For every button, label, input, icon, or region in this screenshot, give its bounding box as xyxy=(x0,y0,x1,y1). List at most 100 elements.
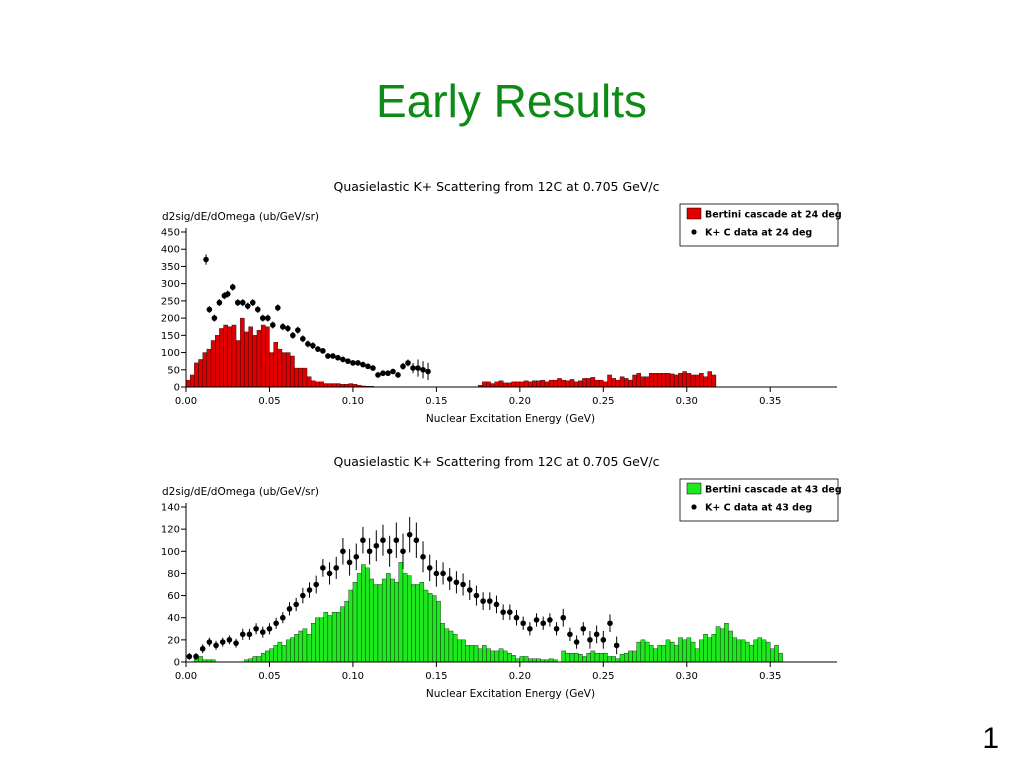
histogram-bar xyxy=(381,578,387,663)
histogram-bar xyxy=(711,634,717,663)
histogram-bar xyxy=(678,637,683,663)
data-point xyxy=(216,299,223,306)
histogram-series xyxy=(194,562,783,663)
histogram-bar xyxy=(210,340,216,388)
histogram-bar xyxy=(432,595,437,663)
histogram-bar xyxy=(240,317,245,388)
data-point xyxy=(593,631,600,638)
y-tick-label: 100 xyxy=(161,348,180,359)
data-point xyxy=(453,579,460,586)
data-point xyxy=(326,570,333,577)
y-axis-label: d2sig/dE/dOmega (ub/GeV/sr) xyxy=(162,211,319,223)
histogram-bar xyxy=(311,380,316,388)
histogram-bar xyxy=(515,381,521,388)
legend-swatch xyxy=(686,207,702,220)
histogram-bar xyxy=(394,582,400,663)
histogram-bar xyxy=(740,639,746,663)
x-tick-label: 0.20 xyxy=(509,671,531,682)
legend-label: Bertini cascade at 43 deg xyxy=(705,485,842,496)
histogram-bar xyxy=(269,352,274,388)
histogram-bar xyxy=(573,652,579,663)
histogram-bar xyxy=(269,648,274,663)
histogram-bar xyxy=(619,654,625,663)
chart-top-plot: Quasielastic K+ Scattering from 12C at 0… xyxy=(161,179,842,425)
histogram-bar xyxy=(623,652,629,663)
histogram-bar xyxy=(607,656,612,663)
data-point xyxy=(259,315,266,321)
histogram-bar xyxy=(657,645,662,663)
histogram-bar xyxy=(565,652,571,663)
histogram-bar xyxy=(573,381,579,388)
histogram-bar xyxy=(256,329,262,388)
data-point xyxy=(366,548,373,555)
histogram-bar xyxy=(544,381,550,388)
data-point xyxy=(239,299,246,306)
histogram-bar xyxy=(553,379,558,388)
histogram-bar xyxy=(674,374,679,388)
histogram-bar xyxy=(436,600,441,663)
histogram-bar xyxy=(336,383,341,388)
data-point xyxy=(199,645,206,652)
y-tick-label: 80 xyxy=(167,569,180,580)
data-point xyxy=(325,353,331,359)
data-point xyxy=(395,372,401,378)
histogram-bar xyxy=(323,612,329,663)
data-point xyxy=(406,531,413,538)
x-tick-label: 0.00 xyxy=(175,671,197,682)
histogram-bar xyxy=(398,562,404,663)
histogram-bar xyxy=(703,376,708,388)
histogram-bar xyxy=(594,379,600,388)
data-point xyxy=(246,631,253,638)
histogram-bar xyxy=(252,656,258,663)
data-point xyxy=(239,631,246,638)
histogram-bar xyxy=(494,650,500,663)
histogram-bar xyxy=(290,355,295,388)
data-point xyxy=(440,570,446,577)
histogram-bar xyxy=(661,373,667,388)
data-point xyxy=(547,617,553,623)
x-tick-label: 0.30 xyxy=(676,671,698,682)
histogram-bar xyxy=(306,634,312,663)
data-point xyxy=(360,537,366,544)
data-point xyxy=(275,304,281,311)
x-tick-label: 0.05 xyxy=(258,671,280,682)
x-tick-label: 0.35 xyxy=(759,396,781,407)
histogram-bar xyxy=(498,648,504,663)
slide-title: Early Results xyxy=(376,75,647,127)
histogram-bar xyxy=(502,382,508,388)
data-point xyxy=(553,625,560,632)
histogram-bar xyxy=(252,335,258,388)
x-tick-label: 0.10 xyxy=(342,671,364,682)
histogram-bar xyxy=(473,645,479,663)
histogram-bar xyxy=(440,623,445,663)
histogram-bar xyxy=(770,648,775,663)
histogram-bar xyxy=(765,641,771,663)
histogram-bar xyxy=(590,650,596,663)
data-point xyxy=(270,322,276,328)
data-point xyxy=(460,581,466,588)
data-point xyxy=(186,653,193,660)
histogram-bar xyxy=(694,648,700,663)
y-tick-label: 450 xyxy=(161,228,180,239)
histogram-bar xyxy=(336,612,341,663)
histogram-bar xyxy=(486,648,491,663)
histogram-bar xyxy=(486,381,491,388)
data-point xyxy=(285,325,291,332)
histogram-bar xyxy=(277,348,283,388)
histogram-bar xyxy=(311,623,316,663)
y-tick-label: 150 xyxy=(161,331,180,342)
data-point xyxy=(234,299,241,306)
legend-box xyxy=(679,203,839,247)
data-point xyxy=(446,576,453,582)
histogram-bar xyxy=(315,381,320,388)
histogram-bar xyxy=(315,617,320,663)
x-tick-label: 0.20 xyxy=(509,396,531,407)
data-point xyxy=(400,548,406,555)
data-point xyxy=(480,598,486,604)
histogram-bar xyxy=(724,623,729,663)
histogram-bar xyxy=(682,371,687,388)
histogram-bar xyxy=(569,652,575,663)
histogram-bar xyxy=(202,352,208,388)
data-point xyxy=(300,592,306,599)
histogram-bar xyxy=(690,374,696,388)
